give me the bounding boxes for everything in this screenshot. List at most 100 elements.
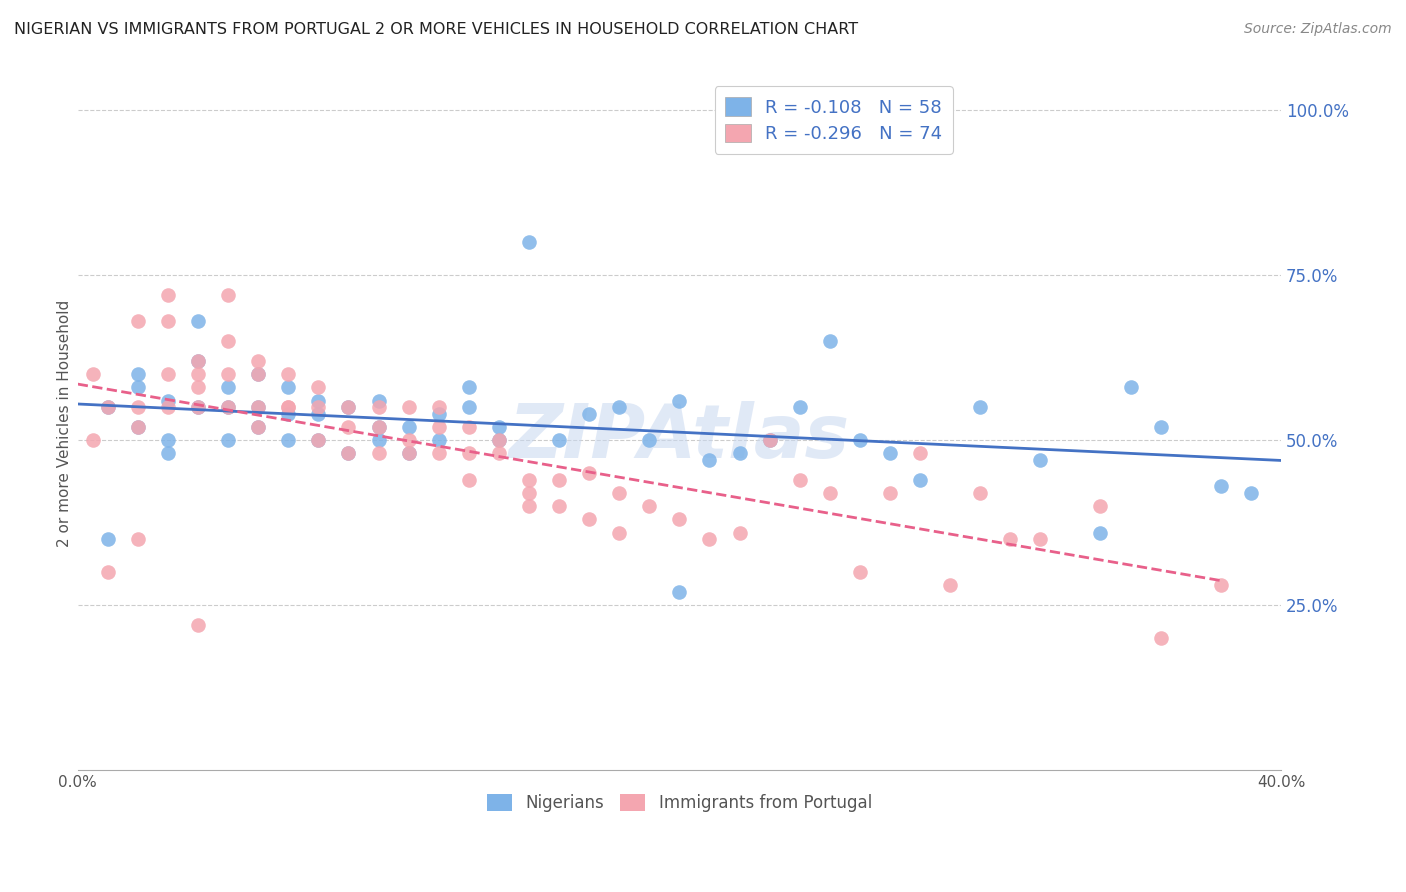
Point bbox=[789, 473, 811, 487]
Point bbox=[849, 565, 872, 579]
Point bbox=[127, 368, 149, 382]
Point bbox=[367, 434, 389, 448]
Point bbox=[517, 486, 540, 500]
Point bbox=[247, 368, 270, 382]
Point bbox=[789, 401, 811, 415]
Point bbox=[307, 393, 329, 408]
Text: Source: ZipAtlas.com: Source: ZipAtlas.com bbox=[1244, 22, 1392, 37]
Point bbox=[1149, 420, 1171, 434]
Point bbox=[427, 420, 450, 434]
Point bbox=[457, 420, 479, 434]
Point bbox=[607, 525, 630, 540]
Point bbox=[638, 434, 661, 448]
Point bbox=[488, 434, 510, 448]
Point bbox=[607, 401, 630, 415]
Point bbox=[97, 401, 120, 415]
Point bbox=[156, 434, 179, 448]
Point bbox=[548, 434, 571, 448]
Point bbox=[849, 434, 872, 448]
Point bbox=[247, 420, 270, 434]
Point bbox=[247, 420, 270, 434]
Point bbox=[1029, 532, 1052, 546]
Point bbox=[969, 401, 991, 415]
Point bbox=[578, 466, 600, 480]
Point bbox=[217, 401, 239, 415]
Point bbox=[82, 368, 104, 382]
Point bbox=[1119, 380, 1142, 394]
Point bbox=[818, 486, 841, 500]
Point bbox=[427, 401, 450, 415]
Point bbox=[307, 407, 329, 421]
Point bbox=[187, 354, 209, 368]
Point bbox=[187, 401, 209, 415]
Point bbox=[758, 434, 780, 448]
Point bbox=[457, 446, 479, 460]
Point bbox=[879, 486, 901, 500]
Point bbox=[127, 314, 149, 328]
Point bbox=[217, 434, 239, 448]
Point bbox=[398, 446, 420, 460]
Point bbox=[398, 434, 420, 448]
Point bbox=[638, 499, 661, 513]
Y-axis label: 2 or more Vehicles in Household: 2 or more Vehicles in Household bbox=[58, 300, 72, 548]
Point bbox=[247, 401, 270, 415]
Point bbox=[1209, 479, 1232, 493]
Point bbox=[277, 401, 299, 415]
Point bbox=[277, 368, 299, 382]
Point bbox=[277, 434, 299, 448]
Point bbox=[247, 354, 270, 368]
Point bbox=[307, 380, 329, 394]
Point bbox=[97, 532, 120, 546]
Point bbox=[307, 434, 329, 448]
Point bbox=[908, 473, 931, 487]
Point bbox=[187, 401, 209, 415]
Point bbox=[699, 532, 721, 546]
Point bbox=[217, 380, 239, 394]
Point bbox=[156, 446, 179, 460]
Point bbox=[82, 434, 104, 448]
Point bbox=[427, 407, 450, 421]
Point bbox=[1090, 499, 1112, 513]
Point bbox=[1240, 486, 1263, 500]
Point bbox=[187, 368, 209, 382]
Point bbox=[488, 420, 510, 434]
Point bbox=[488, 434, 510, 448]
Point bbox=[548, 473, 571, 487]
Point bbox=[517, 235, 540, 250]
Point bbox=[277, 401, 299, 415]
Point bbox=[548, 499, 571, 513]
Point bbox=[247, 368, 270, 382]
Point bbox=[247, 401, 270, 415]
Point bbox=[908, 446, 931, 460]
Point bbox=[728, 446, 751, 460]
Point bbox=[398, 446, 420, 460]
Point bbox=[156, 288, 179, 302]
Point bbox=[1209, 578, 1232, 592]
Legend: Nigerians, Immigrants from Portugal: Nigerians, Immigrants from Portugal bbox=[475, 782, 884, 824]
Point bbox=[969, 486, 991, 500]
Text: NIGERIAN VS IMMIGRANTS FROM PORTUGAL 2 OR MORE VEHICLES IN HOUSEHOLD CORRELATION: NIGERIAN VS IMMIGRANTS FROM PORTUGAL 2 O… bbox=[14, 22, 858, 37]
Point bbox=[217, 334, 239, 349]
Point bbox=[457, 380, 479, 394]
Point bbox=[337, 401, 360, 415]
Point bbox=[217, 401, 239, 415]
Point bbox=[398, 401, 420, 415]
Point bbox=[97, 565, 120, 579]
Point bbox=[728, 525, 751, 540]
Point bbox=[307, 434, 329, 448]
Point bbox=[156, 393, 179, 408]
Point bbox=[578, 407, 600, 421]
Point bbox=[307, 401, 329, 415]
Point bbox=[127, 380, 149, 394]
Point bbox=[517, 499, 540, 513]
Point bbox=[488, 446, 510, 460]
Point bbox=[699, 453, 721, 467]
Point bbox=[457, 473, 479, 487]
Point bbox=[127, 420, 149, 434]
Point bbox=[156, 401, 179, 415]
Point bbox=[187, 354, 209, 368]
Point bbox=[187, 380, 209, 394]
Point bbox=[217, 368, 239, 382]
Point bbox=[939, 578, 962, 592]
Point bbox=[1149, 631, 1171, 645]
